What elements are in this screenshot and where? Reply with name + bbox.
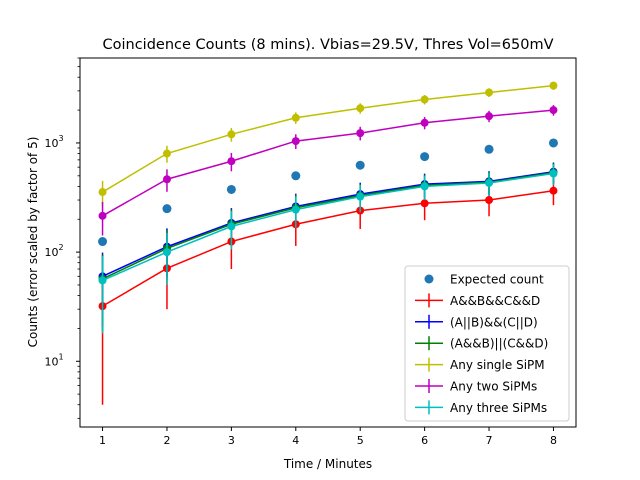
- data-point: [291, 137, 300, 146]
- data-point: [98, 211, 107, 220]
- series: [98, 105, 558, 236]
- series-line: [102, 189, 554, 307]
- x-tick-label: 1: [99, 434, 106, 447]
- expected-point: [484, 144, 494, 154]
- axes-frame: [79, 57, 577, 428]
- data-point: [98, 188, 107, 197]
- data-point: [356, 192, 365, 201]
- x-axis-label: Time / Minutes: [283, 457, 372, 471]
- legend-entry: Any single SiPM: [415, 357, 545, 372]
- x-tick-label: 3: [228, 434, 235, 447]
- data-point: [420, 199, 429, 208]
- legend-label: Expected count: [450, 273, 544, 287]
- series-line: [102, 109, 554, 217]
- data-point: [485, 88, 494, 97]
- y-tick-label: 101: [44, 352, 63, 368]
- series-line: [102, 84, 554, 193]
- expected-point: [420, 152, 430, 162]
- expected-point: [548, 138, 558, 148]
- legend-box: [404, 265, 570, 422]
- expected-point: [291, 171, 301, 181]
- legend-label: Any single SiPM: [450, 358, 545, 372]
- expected-point: [162, 204, 172, 214]
- series-line: [102, 172, 554, 282]
- data-point: [98, 276, 107, 285]
- x-tick-label: 2: [163, 434, 170, 447]
- data-point: [485, 196, 494, 205]
- expected-point: [355, 160, 365, 170]
- plot-area: [98, 81, 558, 405]
- x-tick-label: 7: [486, 434, 493, 447]
- legend-marker: [424, 274, 434, 284]
- legend-label: Any three SiPMs: [450, 401, 547, 415]
- x-tick-label: 5: [357, 434, 364, 447]
- legend-entry: Any three SiPMs: [415, 400, 547, 415]
- data-point: [356, 104, 365, 113]
- data-point: [420, 95, 429, 104]
- data-point: [549, 186, 558, 195]
- series-line: [102, 170, 554, 278]
- legend: Expected count A&&B&&C&&D (A||B)&&(C||D) (A…: [404, 265, 570, 422]
- data-point: [485, 178, 494, 187]
- y-tick-label: 102: [44, 243, 63, 259]
- data-point: [549, 81, 558, 90]
- y-axis-label: Counts (error scaled by factor of 5): [26, 137, 40, 348]
- data-point: [227, 130, 236, 139]
- data-point: [291, 113, 300, 122]
- legend-label: A&&B&&C&&D: [450, 294, 540, 308]
- legend-label: (A||B)&&(C||D): [450, 315, 538, 329]
- x-tick-label: 8: [550, 434, 557, 447]
- legend-entry: A&&B&&C&&D: [415, 293, 540, 308]
- data-point: [227, 157, 236, 166]
- chart-title: Coincidence Counts (8 mins). Vbias=29.5V…: [102, 37, 553, 53]
- x-axis: 1 2 3 4 5 6 7 8: [99, 427, 557, 447]
- data-point: [549, 106, 558, 115]
- y-axis: 101 102 103: [44, 57, 80, 419]
- data-point: [227, 222, 236, 231]
- legend-entry: (A||B)&&(C||D): [415, 314, 538, 329]
- series-line: [102, 171, 554, 280]
- data-point: [162, 149, 171, 158]
- data-point: [291, 205, 300, 214]
- data-point: [549, 169, 558, 178]
- x-tick-label: 6: [421, 434, 428, 447]
- legend-label: Any two SiPMs: [450, 380, 537, 394]
- data-point: [162, 175, 171, 184]
- legend-entry: Expected count: [424, 273, 544, 287]
- legend-entry: (A&&B)||(C&&D): [415, 336, 548, 351]
- x-tick-label: 4: [292, 434, 299, 447]
- data-point: [420, 182, 429, 191]
- data-point: [162, 248, 171, 257]
- legend-entry: Any two SiPMs: [415, 379, 537, 394]
- series: [98, 81, 558, 207]
- data-point: [485, 112, 494, 121]
- expected-point: [226, 184, 236, 194]
- expected-series: [98, 138, 558, 247]
- data-point: [356, 129, 365, 138]
- y-tick-label: 103: [44, 134, 63, 150]
- legend-label: (A&&B)||(C&&D): [450, 337, 548, 351]
- series: [98, 164, 558, 334]
- expected-point: [98, 237, 108, 247]
- data-point: [420, 118, 429, 127]
